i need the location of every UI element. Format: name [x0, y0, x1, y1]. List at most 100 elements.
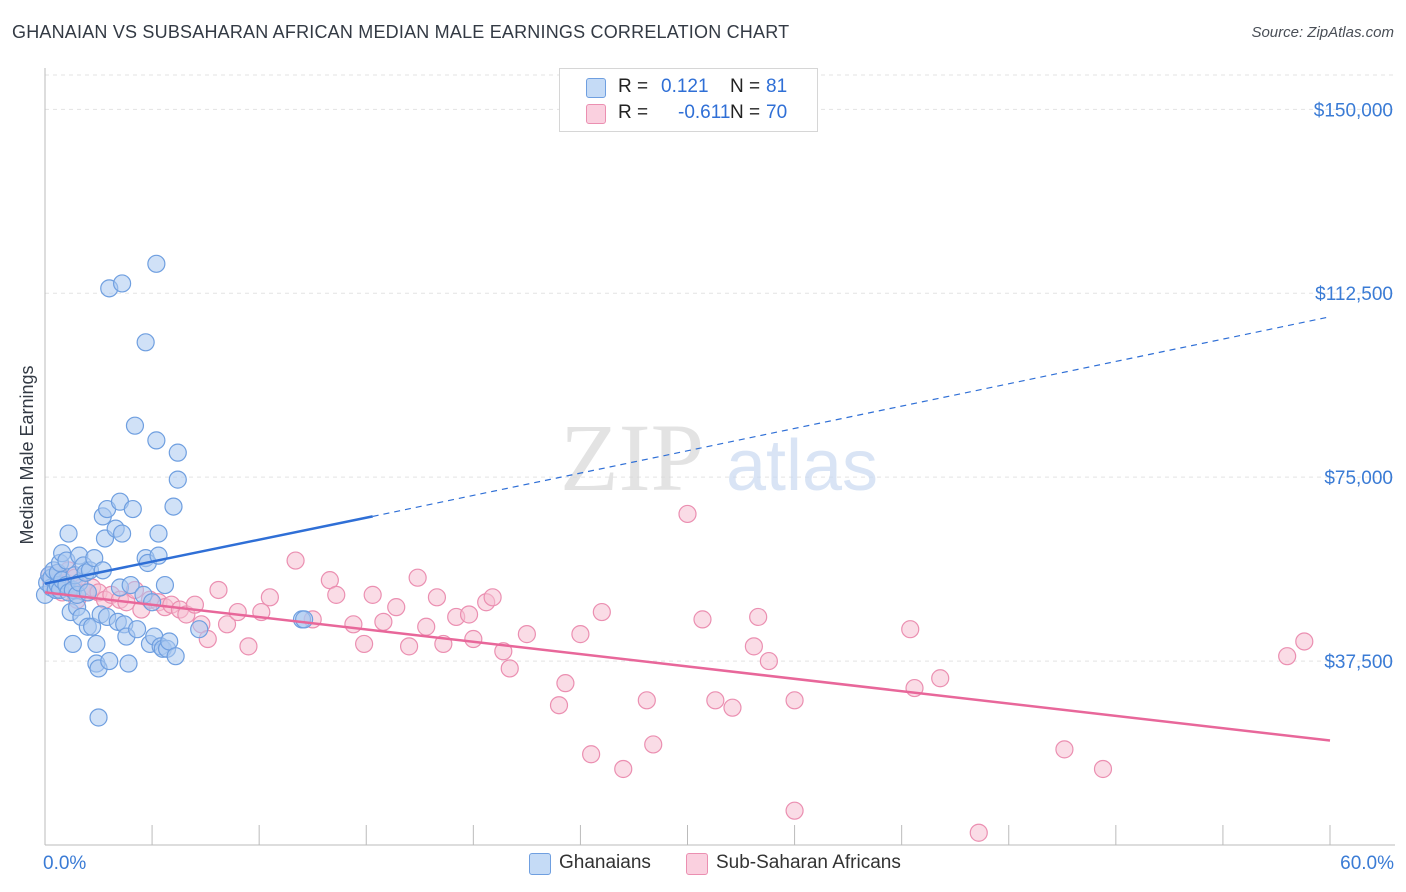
point-sub-saharan-africans	[592, 602, 611, 622]
correlation-legend: R = 0.121 N = 81 R = -0.611 N = 70	[559, 68, 818, 132]
point-sub-saharan-africans	[969, 823, 988, 842]
point-sub-saharan-africans	[427, 588, 447, 607]
series-legend-label: Ghanaians	[559, 852, 651, 873]
axis-layer	[44, 68, 1395, 846]
point-ghanaians	[149, 524, 168, 543]
point-ghanaians	[63, 634, 82, 654]
point-sub-saharan-africans	[749, 607, 768, 627]
point-sub-saharan-africans	[1055, 740, 1074, 759]
source-label: Source: ZipAtlas.com	[1251, 24, 1394, 41]
y-tick-label: $150,000	[1314, 100, 1393, 121]
point-sub-saharan-africans	[260, 588, 279, 607]
point-sub-saharan-africans	[459, 605, 479, 624]
point-sub-saharan-africans	[556, 674, 575, 693]
point-ghanaians	[155, 575, 175, 595]
legend-r-label: R =	[618, 102, 649, 123]
point-ghanaians	[136, 333, 155, 352]
point-sub-saharan-africans	[644, 735, 663, 754]
point-ghanaians	[147, 431, 166, 450]
point-sub-saharan-africans	[571, 625, 590, 644]
point-sub-saharan-africans	[500, 659, 519, 678]
x-tick-label-max: 60.0%	[1340, 853, 1394, 874]
point-ghanaians	[190, 620, 209, 639]
series-swatch-blue	[529, 853, 551, 875]
point-sub-saharan-africans	[1278, 647, 1297, 666]
trend-line-ghanaians	[44, 515, 373, 585]
point-ghanaians	[119, 654, 138, 673]
point-sub-saharan-africans	[363, 585, 382, 604]
point-sub-saharan-africans	[217, 615, 237, 634]
point-sub-saharan-africans	[723, 698, 742, 717]
point-ghanaians	[166, 647, 185, 666]
point-ghanaians	[295, 610, 314, 629]
point-ghanaians	[85, 548, 104, 568]
points-sub-saharan-africans	[40, 504, 1314, 842]
legend-r-label: R =	[618, 76, 649, 97]
x-tick-label-min: 0.0%	[43, 853, 86, 874]
y-axis-label: Median Male Earnings	[17, 365, 37, 544]
point-ghanaians	[125, 416, 145, 435]
point-sub-saharan-africans	[549, 696, 569, 715]
point-ghanaians	[123, 499, 142, 519]
point-sub-saharan-africans	[901, 620, 920, 639]
point-ghanaians	[164, 497, 183, 516]
point-sub-saharan-africans	[209, 580, 228, 600]
trend-lines	[44, 316, 1331, 742]
point-sub-saharan-africans	[374, 612, 393, 631]
points-ghanaians	[35, 254, 314, 727]
point-sub-saharan-africans	[355, 634, 374, 654]
point-ghanaians	[127, 620, 147, 639]
point-sub-saharan-africans	[637, 691, 656, 710]
y-tick-label: $75,000	[1324, 468, 1393, 489]
point-sub-saharan-africans	[614, 759, 633, 779]
legend-swatch-blue	[586, 78, 606, 98]
y-tick-label: $112,500	[1315, 284, 1393, 305]
point-sub-saharan-africans	[464, 629, 483, 649]
point-sub-saharan-africans	[344, 615, 363, 634]
legend-n-label: N =	[730, 76, 761, 97]
trend-line-sub-saharan-africans	[44, 591, 1331, 742]
legend-n-value: 81	[766, 76, 788, 97]
point-ghanaians	[59, 524, 78, 543]
point-ghanaians	[147, 254, 166, 273]
point-sub-saharan-africans	[759, 651, 778, 671]
point-sub-saharan-africans	[931, 669, 950, 688]
point-sub-saharan-africans	[693, 610, 712, 629]
point-ghanaians	[142, 593, 162, 612]
point-ghanaians	[83, 617, 102, 636]
watermark-zip: ZIP	[560, 404, 704, 511]
point-ghanaians	[168, 443, 187, 462]
point-sub-saharan-africans	[387, 598, 406, 617]
point-sub-saharan-africans	[744, 637, 763, 656]
point-ghanaians	[89, 708, 108, 727]
series-swatch-pink	[686, 853, 708, 875]
legend-r-value: -0.611	[678, 102, 731, 123]
point-sub-saharan-africans	[327, 585, 346, 604]
legend-n-label: N =	[730, 102, 761, 123]
point-sub-saharan-africans	[483, 588, 502, 607]
point-sub-saharan-africans	[785, 801, 804, 820]
watermark-atlas: atlas	[726, 426, 878, 506]
y-tick-label: $37,500	[1324, 652, 1393, 673]
chart-title: GHANAIAN VS SUBSAHARAN AFRICAN MEDIAN MA…	[12, 22, 790, 42]
point-sub-saharan-africans	[1093, 759, 1113, 779]
point-ghanaians	[112, 274, 132, 293]
point-ghanaians	[168, 470, 187, 489]
grid-layer	[45, 74, 1395, 662]
point-sub-saharan-africans	[706, 691, 725, 710]
point-ghanaians	[100, 651, 119, 671]
point-sub-saharan-africans	[228, 602, 247, 622]
trend-line-ghanaians-extension	[372, 316, 1331, 517]
point-sub-saharan-africans	[678, 504, 697, 524]
series-legend-label: Sub-Saharan Africans	[716, 852, 901, 873]
point-sub-saharan-africans	[408, 568, 427, 587]
point-sub-saharan-africans	[1295, 632, 1314, 651]
axis-labels: $37,500 $75,000 $112,500 $150,000 0.0% 60.0% M…	[17, 100, 1394, 874]
legend-r-value: 0.121	[661, 76, 709, 97]
point-ghanaians	[112, 524, 132, 543]
point-sub-saharan-africans	[239, 637, 258, 656]
point-sub-saharan-africans	[399, 637, 419, 656]
legend-swatch-pink	[586, 104, 606, 124]
point-ghanaians	[87, 634, 106, 654]
